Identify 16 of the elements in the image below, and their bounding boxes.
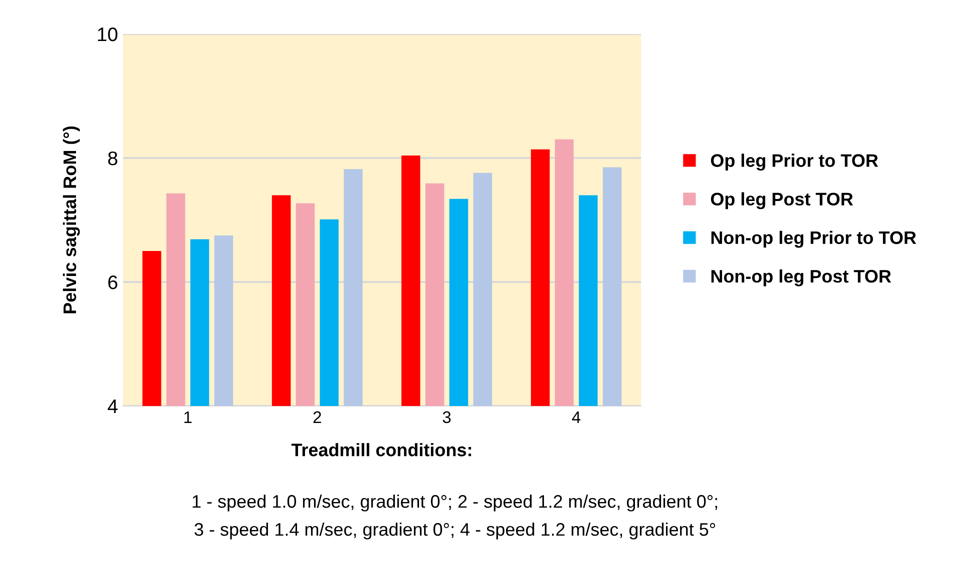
y-tick-label: 10 [98,27,118,42]
legend-label: Non-op leg Post TOR [711,269,892,286]
x-tick-label: 1 [184,411,192,423]
x-tick-label: 4 [572,411,580,423]
legend-label: Non-op leg Prior to TOR [711,230,916,248]
legend-label: Op leg Prior to TOR [710,154,878,171]
y-tick-label: 8 [108,151,118,166]
text: 1 - speed 1.0 m/sec, gradient 0°; 2 - speed 1.2 m/sec, gradient 0°; [192,494,718,512]
y-axis-title: Pelvic sagittal RoM (°) [62,126,80,314]
legend-label: Op leg Post TOR [710,192,853,210]
x-axis-title: Treadmill conditions: [291,443,472,456]
y-tick-label: 4 [108,400,118,414]
text: 3 - speed 1.4 m/sec, gradient 0°; 4 - speed 1.2 m/sec, gradient 5° [194,522,716,540]
x-tick-label: 3 [442,411,451,424]
y-tick-label: 6 [108,275,118,290]
x-tick-label: 2 [313,411,322,423]
